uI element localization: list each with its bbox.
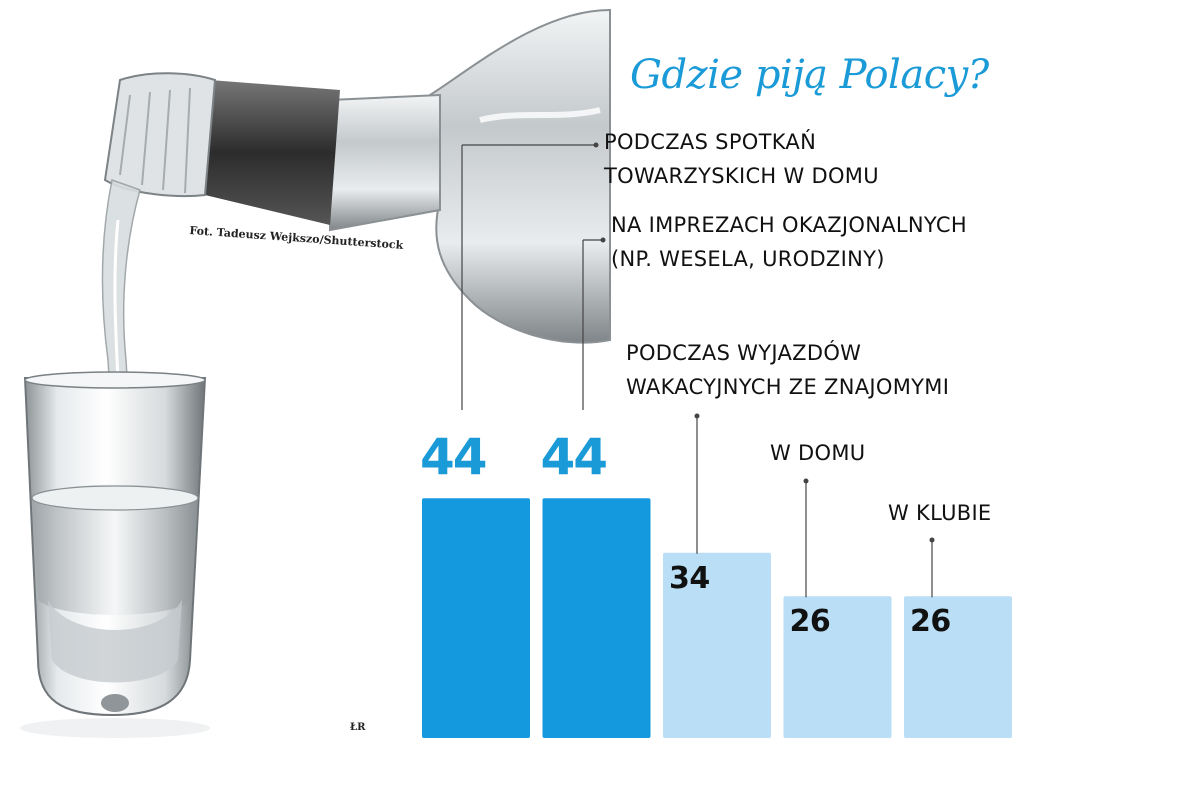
category-label-3: PODCZAS WYJAZDÓW WAKACYJNYCH ZE ZNAJOMYMI <box>626 336 949 404</box>
category-label-2: NA IMPREZACH OKAZJONALNYCH (NP. WESELA, U… <box>611 208 967 276</box>
bar-3 <box>663 552 771 738</box>
category-label-3-line-2: WAKACYJNYCH ZE ZNAJOMYMI <box>626 375 950 399</box>
category-label-5: W KLUBIE <box>888 496 992 530</box>
chart-title: Gdzie piją Polacy? <box>630 52 989 98</box>
leader-dot-1 <box>593 142 599 148</box>
category-label-5-line-1: W KLUBIE <box>888 501 992 525</box>
category-label-1: PODCZAS SPOTKAŃ TOWARZYSKICH W DOMU <box>604 125 879 193</box>
source-label: ŁR <box>350 722 366 733</box>
leader-dot-3 <box>694 413 700 419</box>
bottle-illustration <box>103 8 611 344</box>
category-label-4: W DOMU <box>770 436 865 470</box>
data-label-3: 34 <box>669 560 710 596</box>
bar-4 <box>783 596 892 738</box>
leader-dot-4 <box>803 478 809 484</box>
vodka-photo <box>20 8 611 738</box>
bar-1 <box>422 498 530 738</box>
data-label-4: 26 <box>789 604 831 640</box>
leader-dot-2 <box>600 237 606 243</box>
leader-dot-5 <box>929 537 935 543</box>
bar-2 <box>542 498 651 738</box>
data-label-2: 44 <box>540 428 609 487</box>
category-label-3-line-1: PODCZAS WYJAZDÓW <box>626 341 862 365</box>
data-label-1: 44 <box>420 428 488 487</box>
bar-5 <box>904 596 1012 738</box>
shot-glass <box>20 371 210 738</box>
category-label-2-line-1: NA IMPREZACH OKAZJONALNYCH <box>611 213 967 237</box>
data-label-5: 26 <box>910 604 951 640</box>
category-label-4-line-1: W DOMU <box>770 441 866 465</box>
category-label-2-line-2: (NP. WESELA, URODZINY) <box>611 247 885 271</box>
category-label-1-line-2: TOWARZYSKICH W DOMU <box>604 164 879 188</box>
category-label-1-line-1: PODCZAS SPOTKAŃ <box>604 130 817 154</box>
